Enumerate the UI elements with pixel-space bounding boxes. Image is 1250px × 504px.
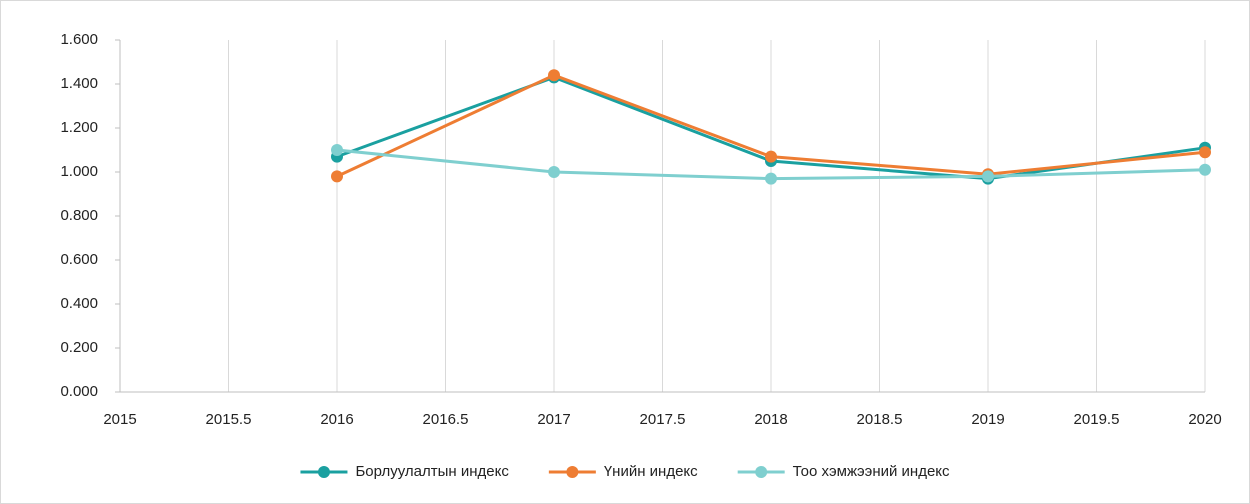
y-tick-label: 1.200: [60, 119, 98, 136]
x-tick-label: 2016: [320, 411, 353, 428]
y-tick-label: 0.000: [60, 383, 98, 400]
legend-label: Борлуулалтын индекс: [355, 463, 509, 480]
legend-marker: [566, 466, 579, 478]
legend-label: Үнийн индекс: [604, 463, 698, 480]
x-tick-label: 2017: [537, 411, 570, 428]
x-tick-label: 2019.5: [1074, 411, 1120, 428]
data-point: [982, 170, 994, 183]
x-tick-label: 2018: [754, 411, 787, 428]
y-tick-label: 0.600: [60, 251, 98, 268]
x-tick-label: 2015.5: [206, 411, 252, 428]
x-tick-label: 2020: [1188, 411, 1221, 428]
data-point: [548, 69, 560, 82]
data-point: [1199, 163, 1211, 176]
legend-label: Тоо хэмжээний индекс: [793, 463, 950, 480]
x-tick-label: 2015: [103, 411, 136, 428]
x-tick-label: 2017.5: [640, 411, 686, 428]
legend-marker: [317, 466, 330, 478]
y-tick-label: 1.400: [60, 75, 98, 92]
data-point: [765, 172, 777, 185]
y-tick-label: 1.600: [60, 31, 98, 48]
data-point: [1199, 146, 1211, 159]
data-point: [765, 150, 777, 163]
x-tick-label: 2019: [971, 411, 1004, 428]
legend-marker: [755, 466, 768, 478]
y-tick-label: 1.000: [60, 163, 98, 180]
data-point: [331, 170, 343, 183]
x-tick-label: 2018.5: [857, 411, 903, 428]
data-point: [548, 166, 560, 178]
y-tick-label: 0.800: [60, 207, 98, 224]
data-point: [331, 144, 343, 156]
x-tick-label: 2016.5: [423, 411, 469, 428]
y-tick-label: 0.200: [60, 339, 98, 356]
y-tick-label: 0.400: [60, 295, 98, 312]
